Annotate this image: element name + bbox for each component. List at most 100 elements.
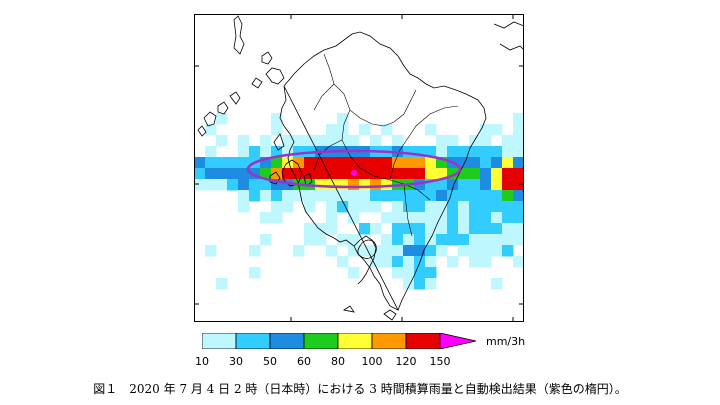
rainfall-cell [480, 256, 492, 268]
rainfall-cell [326, 157, 338, 169]
rainfall-cell [425, 124, 437, 136]
prefecture-borders [313, 53, 459, 237]
rainfall-cell [425, 179, 437, 191]
rainfall-cell [337, 168, 349, 180]
rainfall-cell [458, 168, 470, 180]
rainfall-cell [447, 190, 459, 202]
rainfall-cell [414, 278, 426, 290]
rainfall-cell [359, 179, 371, 191]
rainfall-cell [480, 157, 492, 169]
rainfall-cell [425, 201, 437, 213]
rainfall-cell [238, 168, 250, 180]
map-ticks [194, 14, 524, 322]
rainfall-cell [414, 157, 426, 169]
rainfall-cell [403, 168, 415, 180]
rainfall-cell [502, 201, 514, 213]
rainfall-cell [458, 179, 470, 191]
rainfall-cell [403, 278, 415, 290]
rainfall-cell [359, 201, 371, 213]
colorbar-tick-label: 120 [395, 355, 417, 368]
rainfall-cell [205, 146, 217, 158]
rainfall-cell [491, 168, 503, 180]
rainfall-cell [282, 201, 294, 213]
rainfall-cell [370, 190, 382, 202]
rainfall-cell [469, 223, 481, 235]
rainfall-cell [447, 234, 459, 246]
rainfall-cell [359, 245, 371, 257]
northern-coast [251, 67, 285, 151]
rainfall-cell [381, 190, 393, 202]
rainfall-cell [436, 179, 448, 191]
rainfall-cell [359, 223, 371, 235]
rainfall-cell [249, 168, 261, 180]
rainfall-cell [425, 256, 437, 268]
colorbar-box [405, 333, 441, 349]
rainfall-cell [293, 157, 305, 169]
goto-islands [197, 91, 241, 137]
rainfall-cell [326, 135, 338, 147]
rainfall-cell [403, 267, 415, 279]
rainfall-cell [370, 179, 382, 191]
rainfall-cell [392, 234, 404, 246]
rainfall-cell [370, 256, 382, 268]
rainfall-cell [348, 201, 360, 213]
rainfall-cell [392, 256, 404, 268]
rainfall-cell [502, 157, 514, 169]
rainfall-cell [293, 245, 305, 257]
rainfall-cell [348, 212, 360, 224]
rainfall-cell [337, 190, 349, 202]
rainfall-cell [491, 212, 503, 224]
rainfall-cell [271, 190, 283, 202]
rainfall-cell [480, 146, 492, 158]
rainfall-cell [491, 201, 503, 213]
rainfall-cell [315, 190, 327, 202]
rainfall-cell [425, 168, 437, 180]
rainfall-cell [491, 190, 503, 202]
rainfall-cell [392, 201, 404, 213]
rainfall-cell [381, 168, 393, 180]
colorbar-box [303, 333, 339, 349]
rainfall-cell [469, 168, 481, 180]
rainfall-cell [425, 278, 437, 290]
rainfall-cell [271, 212, 283, 224]
rainfall-cell [348, 245, 360, 257]
rainfall-cell [414, 234, 426, 246]
rainfall-cell [282, 179, 294, 191]
rainfall-cell [414, 190, 426, 202]
rainfall-cell [469, 256, 481, 268]
colorbar-tick-label: 50 [263, 355, 277, 368]
colorbar-tick-label: 10 [195, 355, 209, 368]
rainfall-cell [238, 135, 250, 147]
rainfall-cell [326, 212, 338, 224]
rainfall-cell [414, 245, 426, 257]
rainfall-cell [491, 179, 503, 191]
rainfall-cell [370, 135, 382, 147]
rainfall-cell [216, 113, 228, 125]
rainfall-cell [348, 267, 360, 279]
colorbar-tick-label: 100 [361, 355, 383, 368]
rainfall-cell [513, 135, 524, 147]
rainfall-cell [293, 146, 305, 158]
rainfall-cell [238, 190, 250, 202]
detection-center-marker [351, 170, 357, 176]
rainfall-map [194, 14, 524, 322]
rainfall-cell [502, 179, 514, 191]
rainfall-cell [337, 135, 349, 147]
southern-islands [342, 305, 397, 321]
rainfall-cell [491, 124, 503, 136]
rainfall-cell [513, 113, 524, 125]
rainfall-cell [513, 201, 524, 213]
rainfall-cell [359, 190, 371, 202]
rainfall-cell [304, 234, 316, 246]
rainfall-cell [326, 124, 338, 136]
colorbar-box [269, 333, 305, 349]
kyushu-coastline [279, 31, 487, 311]
rainfall-cell [326, 245, 338, 257]
rainfall-cell [381, 157, 393, 169]
rainfall-cell [348, 135, 360, 147]
rainfall-cell [436, 146, 448, 158]
rainfall-cell [315, 135, 327, 147]
rainfall-cell [403, 234, 415, 246]
rainfall-cell [392, 267, 404, 279]
colorbar-box [202, 333, 237, 349]
